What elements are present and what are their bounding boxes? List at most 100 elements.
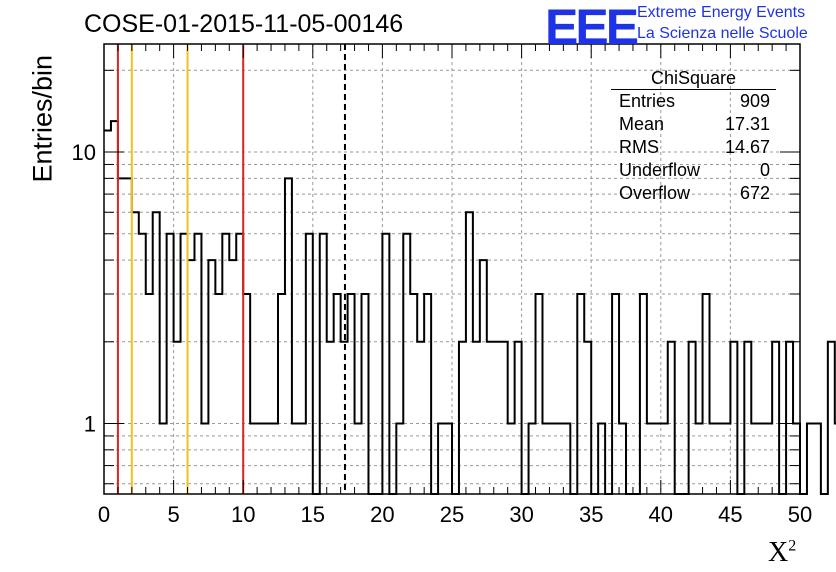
stats-label: Mean [619,114,665,134]
stats-row-overflow: Overflow 672 [611,182,776,205]
x-tick-label: 30 [509,502,533,527]
histogram-bin [208,260,215,494]
histogram-bin [647,424,654,494]
histogram-bin [487,342,494,494]
histogram-bin [758,424,765,494]
histogram-bin [153,212,160,494]
histogram-bin [661,424,668,494]
x-tick-label: 5 [167,502,179,527]
chart-title: COSE-01-2015-11-05-00146 [84,10,404,38]
y-tick-label: 10 [72,140,96,165]
x-tick-label: 45 [718,502,742,527]
stats-label: Overflow [619,183,691,203]
y-tick-label: 1 [84,412,96,437]
histogram-bin [730,342,737,494]
stats-value: 672 [739,183,770,203]
histogram-bin [723,424,730,494]
histogram-bin [710,424,717,494]
stats-row-entries: Entries 909 [611,90,776,113]
x-tick-label: 35 [579,502,603,527]
histogram-bin [334,294,341,494]
histogram-bin [689,342,696,494]
histogram-bin [285,178,292,494]
histogram-bin [473,342,480,494]
stats-row-underflow: Underflow 0 [611,159,776,182]
histogram-bin [515,342,522,494]
histogram-bin [529,424,536,494]
histogram-bin [577,294,584,494]
logo-line-2: La Scienza nelle Scuole [637,25,808,42]
stats-row-mean: Mean 17.31 [611,113,776,136]
histogram-bin [556,424,563,494]
stats-row-rms: RMS 14.67 [611,136,776,159]
histogram-bin [786,342,793,494]
histogram-bin [459,342,466,494]
histogram-bin [542,424,549,494]
histogram-bin [417,342,424,494]
x-tick-label: 20 [370,502,394,527]
histogram-bin [403,234,410,494]
histogram-bin [696,424,703,494]
histogram-bin [598,424,605,494]
stats-label: RMS [619,137,659,157]
stats-box: ChiSquare Entries 909 Mean 17.31 RMS 14.67 … [611,67,776,205]
histogram-bin [807,424,814,494]
histogram-bin [716,424,723,494]
histogram-bin [222,234,229,494]
stats-label: Entries [619,91,676,111]
stats-value: 909 [739,91,770,111]
x-tick-label: 50 [788,502,812,527]
histogram-bin [654,424,661,494]
x-axis-label: X2 [768,537,796,569]
histogram-bin [410,294,417,494]
stats-value: 0 [759,160,770,180]
histogram-bin [828,342,835,494]
histogram-bin [278,294,285,494]
y-axis-label: Entries/bin [27,54,58,183]
histogram-bin [236,234,243,494]
histogram-bin [174,342,181,494]
x-tick-label: 10 [231,502,255,527]
stats-value: 17.31 [724,114,770,134]
histogram-outline [104,120,836,495]
histogram-bin [160,424,167,494]
logo-line-1: Extreme Energy Events [637,4,806,21]
histogram-bin [348,294,355,494]
stats-value: 14.67 [724,137,770,157]
histogram-bin [703,294,710,494]
x-tick-label: 15 [301,502,325,527]
histogram-bin [194,234,201,494]
histogram-bin [466,212,473,494]
histogram-bin [201,424,208,494]
histogram-bin [132,212,139,494]
histogram-bin [480,260,487,494]
histogram-bin [299,424,306,494]
histogram-bin [355,424,362,494]
histogram-bin [445,424,452,494]
histogram-bin [111,121,118,494]
histogram-bin [382,234,389,494]
histogram-bin [362,294,369,494]
histogram-bin [619,424,626,494]
histogram-bin [271,424,278,494]
histogram-bin [118,178,125,494]
histogram-bin [125,178,132,494]
histogram-bin [508,424,515,494]
x-tick-label: 40 [649,502,673,527]
histogram-bin [744,342,751,494]
histogram-bin [438,424,445,494]
histogram-bin [814,424,821,494]
histogram-bin [292,424,299,494]
histogram-bin [188,260,195,494]
histogram-bin [146,294,153,494]
x-axis-label-base: X [768,537,789,568]
x-axis-label-sup: 2 [788,537,797,555]
histogram-bin [501,342,508,494]
histogram-bin [250,424,257,494]
x-tick-label: 25 [440,502,464,527]
histogram-bin [765,424,772,494]
histogram-bin [549,424,556,494]
histogram-bin [772,342,779,494]
